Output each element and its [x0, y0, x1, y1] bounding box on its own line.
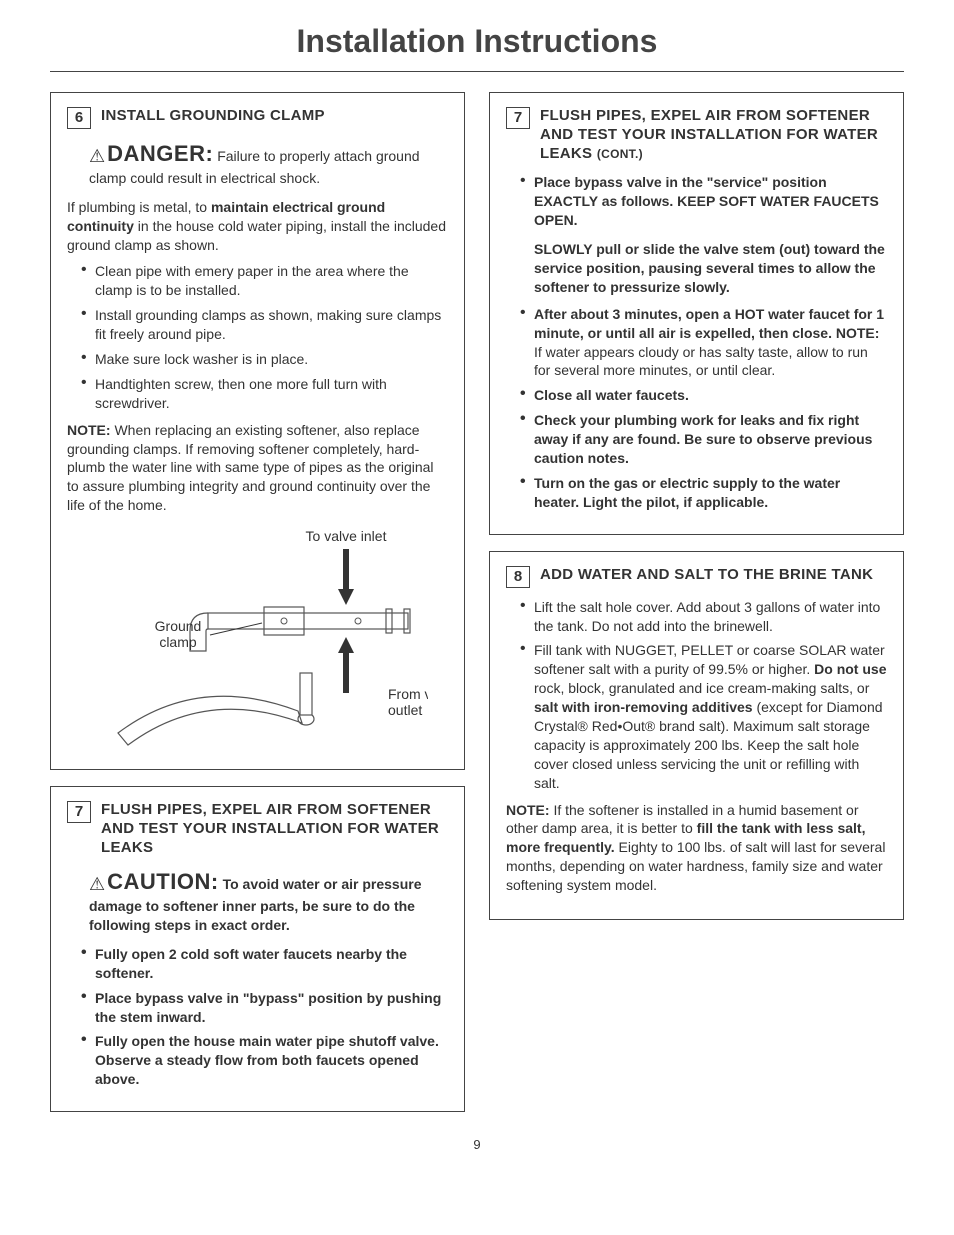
note-text: When replacing an existing softener, als… — [67, 422, 434, 514]
warning-icon: ⚠ — [89, 874, 105, 894]
step-7b-header: 7 FLUSH PIPES, EXPEL AIR FROM SOFTENER A… — [506, 107, 887, 163]
bold-text: Do not use — [814, 661, 886, 677]
step-number: 6 — [67, 107, 91, 129]
danger-alert: ⚠DANGER: Failure to properly attach grou… — [67, 139, 448, 188]
list-item: Lift the salt hole cover. Add about 3 ga… — [520, 598, 887, 636]
text: rock, block, granulated and ice cream-ma… — [534, 680, 869, 696]
left-column: 6 INSTALL GROUNDING CLAMP ⚠DANGER: Failu… — [50, 92, 465, 1112]
list-item: Close all water faucets. — [520, 386, 887, 405]
note-paragraph: NOTE: If the softener is installed in a … — [506, 801, 887, 895]
note-label: NOTE: — [506, 802, 550, 818]
ground-clamp-diagram: To valve inlet Ground — [67, 523, 448, 753]
step-7b-box: 7 FLUSH PIPES, EXPEL AIR FROM SOFTENER A… — [489, 92, 904, 535]
step-7a-box: 7 FLUSH PIPES, EXPEL AIR FROM SOFTENER A… — [50, 786, 465, 1112]
list-item: Clean pipe with emery paper in the area … — [81, 262, 448, 300]
list-item: Fully open the house main water pipe shu… — [81, 1032, 448, 1089]
step-title: FLUSH PIPES, EXPEL AIR FROM SOFTENER AND… — [540, 107, 887, 163]
content-columns: 6 INSTALL GROUNDING CLAMP ⚠DANGER: Failu… — [50, 92, 904, 1112]
bullet-list: Fully open 2 cold soft water faucets nea… — [67, 945, 448, 1089]
svg-text:clamp: clamp — [159, 634, 197, 650]
svg-text:From valve: From valve — [388, 686, 428, 702]
caution-alert: ⚠CAUTION: To avoid water or air pressure… — [67, 867, 448, 934]
title-text: FLUSH PIPES, EXPEL AIR FROM SOFTENER AND… — [540, 107, 878, 162]
bold-text: Place bypass valve in the "service" posi… — [534, 174, 879, 228]
note-paragraph: NOTE: When replacing an existing softene… — [67, 421, 448, 515]
intro-paragraph: If plumbing is metal, to maintain electr… — [67, 198, 448, 255]
list-item: Fully open 2 cold soft water faucets nea… — [81, 945, 448, 983]
step-8-box: 8 ADD WATER AND SALT TO THE BRINE TANK L… — [489, 551, 904, 920]
step-number: 7 — [67, 801, 91, 823]
bold-text: After about 3 minutes, open a HOT water … — [534, 306, 884, 341]
step-6-header: 6 INSTALL GROUNDING CLAMP — [67, 107, 448, 129]
list-item: Place bypass valve in "bypass" position … — [81, 989, 448, 1027]
list-item: Handtighten screw, then one more full tu… — [81, 375, 448, 413]
list-item: Make sure lock washer is in place. — [81, 350, 448, 369]
bullet-list: Place bypass valve in the "service" posi… — [506, 173, 887, 511]
step-8-header: 8 ADD WATER AND SALT TO THE BRINE TANK — [506, 566, 887, 588]
warning-icon: ⚠ — [89, 146, 105, 166]
step-title: INSTALL GROUNDING CLAMP — [101, 107, 325, 126]
list-item: Place bypass valve in the "service" posi… — [520, 173, 887, 296]
step-title: ADD WATER AND SALT TO THE BRINE TANK — [540, 566, 873, 585]
list-item: Install grounding clamps as shown, makin… — [81, 306, 448, 344]
bold-text: salt with iron-removing additives — [534, 699, 753, 715]
step-6-box: 6 INSTALL GROUNDING CLAMP ⚠DANGER: Failu… — [50, 92, 465, 770]
svg-text:outlet: outlet — [388, 702, 422, 718]
bullet-list: Lift the salt hole cover. Add about 3 ga… — [506, 598, 887, 793]
list-item: Turn on the gas or electric supply to th… — [520, 474, 887, 512]
note-label: NOTE: — [67, 422, 111, 438]
step-number: 8 — [506, 566, 530, 588]
diagram-label-inlet: To valve inlet — [305, 528, 386, 544]
bullet-list: Clean pipe with emery paper in the area … — [67, 262, 448, 412]
alert-word: CAUTION: — [107, 869, 219, 894]
list-item: Fill tank with NUGGET, PELLET or coarse … — [520, 641, 887, 792]
list-item: Check your plumbing work for leaks and f… — [520, 411, 887, 468]
right-column: 7 FLUSH PIPES, EXPEL AIR FROM SOFTENER A… — [489, 92, 904, 1112]
cont-label: (CONT.) — [597, 147, 643, 161]
text: If plumbing is metal, to — [67, 199, 211, 215]
step-7a-header: 7 FLUSH PIPES, EXPEL AIR FROM SOFTENER A… — [67, 801, 448, 857]
step-title: FLUSH PIPES, EXPEL AIR FROM SOFTENER AND… — [101, 801, 448, 857]
sub-paragraph: SLOWLY pull or slide the valve stem (out… — [534, 240, 887, 297]
svg-text:Ground: Ground — [154, 618, 201, 634]
list-item: After about 3 minutes, open a HOT water … — [520, 305, 887, 381]
page-title: Installation Instructions — [50, 20, 904, 72]
text: If water appears cloudy or has salty tas… — [534, 344, 868, 379]
alert-word: DANGER: — [107, 141, 213, 166]
step-number: 7 — [506, 107, 530, 129]
page-number: 9 — [50, 1136, 904, 1154]
